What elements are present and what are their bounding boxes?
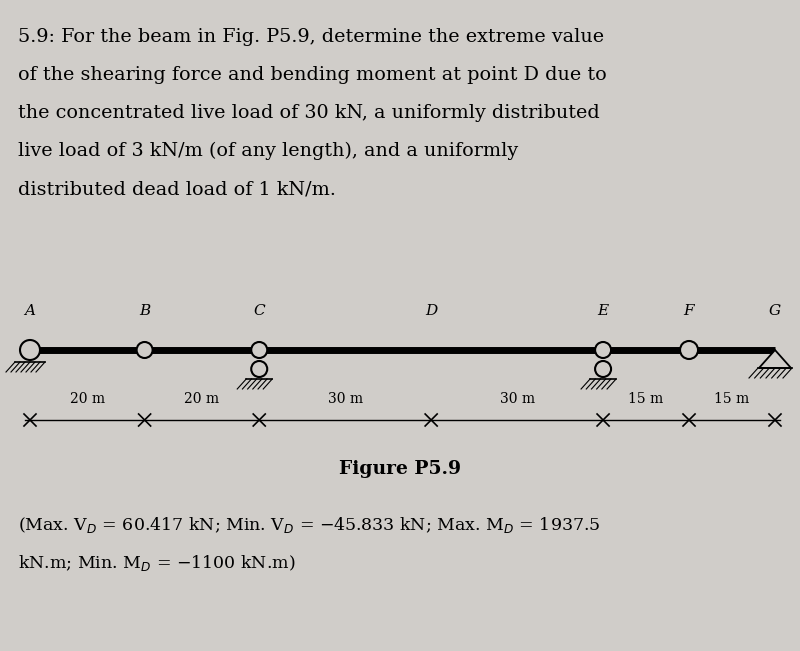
Text: (Max. V$_D$ = 60.417 kN; Min. V$_D$ = −45.833 kN; Max. M$_D$ = 1937.5: (Max. V$_D$ = 60.417 kN; Min. V$_D$ = −4… <box>18 515 601 535</box>
Circle shape <box>595 342 611 358</box>
Text: A: A <box>25 304 35 318</box>
Text: 20 m: 20 m <box>70 392 105 406</box>
Circle shape <box>595 361 611 377</box>
Text: distributed dead load of 1 kN/m.: distributed dead load of 1 kN/m. <box>18 180 336 198</box>
Polygon shape <box>759 350 791 368</box>
Text: G: G <box>769 304 781 318</box>
Circle shape <box>251 342 267 358</box>
Text: 30 m: 30 m <box>328 392 362 406</box>
Text: B: B <box>139 304 150 318</box>
Text: Figure P5.9: Figure P5.9 <box>339 460 461 478</box>
Text: 15 m: 15 m <box>714 392 750 406</box>
Text: live load of 3 kN/m (of any length), and a uniformly: live load of 3 kN/m (of any length), and… <box>18 142 518 160</box>
Circle shape <box>137 342 153 358</box>
Circle shape <box>20 340 40 360</box>
Circle shape <box>680 341 698 359</box>
Text: kN.m; Min. M$_D$ = −1100 kN.m): kN.m; Min. M$_D$ = −1100 kN.m) <box>18 553 295 573</box>
Text: 20 m: 20 m <box>184 392 219 406</box>
Text: E: E <box>598 304 609 318</box>
Text: D: D <box>425 304 438 318</box>
Text: 30 m: 30 m <box>499 392 534 406</box>
Text: of the shearing force and bending moment at point D due to: of the shearing force and bending moment… <box>18 66 606 84</box>
Text: C: C <box>254 304 265 318</box>
Circle shape <box>251 361 267 377</box>
Text: 15 m: 15 m <box>629 392 664 406</box>
Text: F: F <box>684 304 694 318</box>
Text: 5.9: For the beam in Fig. P5.9, determine the extreme value: 5.9: For the beam in Fig. P5.9, determin… <box>18 28 604 46</box>
Text: the concentrated live load of 30 kN, a uniformly distributed: the concentrated live load of 30 kN, a u… <box>18 104 600 122</box>
